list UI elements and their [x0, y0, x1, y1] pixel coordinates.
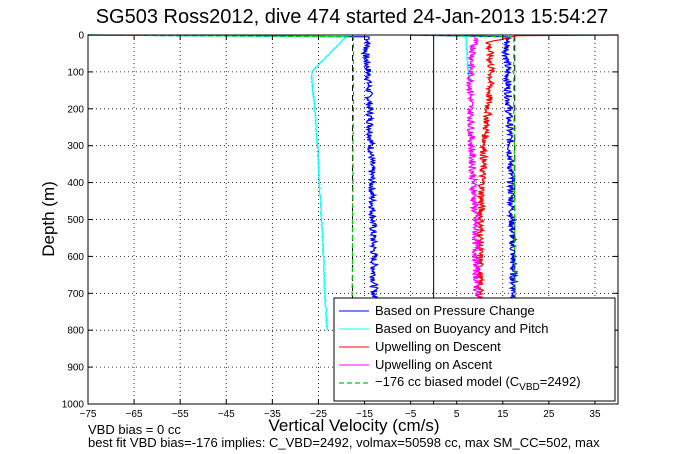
y-tick-label: 200 [67, 104, 84, 115]
legend-label-descent: Upwelling on Descent [375, 339, 501, 354]
y-tick-label: 400 [67, 178, 84, 189]
legend-label-model: −176 cc biased model (CVBD=2492) [375, 374, 581, 393]
y-axis-label: Depth (m) [39, 181, 58, 257]
x-tick-label: −35 [264, 409, 281, 420]
series-line-upwelling-on-ascent [465, 34, 483, 324]
series-line-based-on-pressure-change [410, 34, 520, 324]
series-line-176-cc-biased-model-c-vbd-2492 [87, 34, 355, 323]
legend-box [333, 297, 616, 402]
x-tick-label: −45 [218, 409, 235, 420]
y-tick-label: 600 [67, 252, 84, 263]
x-axis-label: Vertical Velocity (cm/s) [269, 416, 440, 435]
series-line-upwelling-on-descent [474, 34, 619, 323]
legend-label-model-sub: VBD [519, 382, 540, 393]
legend-label-model-suffix: =2492) [540, 374, 581, 389]
chart-title: SG503 Ross2012, dive 474 started 24-Jan-… [96, 6, 609, 28]
x-tick-label: −65 [126, 409, 143, 420]
x-tick-label: −5 [405, 409, 417, 420]
y-tick-label: 0 [78, 31, 84, 42]
y-tick-label: 800 [67, 326, 84, 337]
y-tick-label: 1000 [62, 400, 85, 411]
y-tick-label: 100 [67, 67, 84, 78]
footer-vbd-bias: VBD bias = 0 cc [88, 422, 181, 437]
legend-label-pressure: Based on Pressure Change [375, 303, 535, 318]
x-tick-label: 5 [454, 409, 460, 420]
x-tick-label: 35 [589, 409, 601, 420]
series-lines [87, 34, 619, 331]
x-tick-label: −15 [356, 409, 373, 420]
x-tick-label: −75 [80, 409, 97, 420]
y-tick-label: 900 [67, 363, 84, 374]
x-tick-label: −55 [172, 409, 189, 420]
y-tick-label: 700 [67, 289, 84, 300]
x-tick-label: 25 [543, 409, 555, 420]
x-tick-label: 15 [497, 409, 509, 420]
series-line-based-on-pressure-change [87, 34, 380, 324]
x-tick-label: −25 [310, 409, 327, 420]
legend-label-ascent: Upwelling on Ascent [375, 357, 492, 372]
series-line-based-on-buoyancy-and-pitch [87, 34, 348, 331]
legend-label-buoyancy: Based on Buoyancy and Pitch [375, 321, 548, 336]
y-tick-label: 500 [67, 215, 84, 226]
series-line-176-cc-biased-model-c-vbd-2492 [410, 34, 519, 331]
footer-best-fit: best fit VBD bias=-176 implies: C_VBD=24… [88, 435, 600, 450]
series-line-based-on-buoyancy-and-pitch [456, 34, 471, 80]
axis-ticks: −75 −65 −55 −45 −35 −25 −15 −5 5 15 25 350100200300… [62, 31, 618, 420]
y-tick-label: 300 [67, 141, 84, 152]
legend: Based on Pressure Change Based on Buoyan… [333, 297, 616, 402]
legend-label-model-prefix: −176 cc biased model (C [375, 374, 519, 389]
